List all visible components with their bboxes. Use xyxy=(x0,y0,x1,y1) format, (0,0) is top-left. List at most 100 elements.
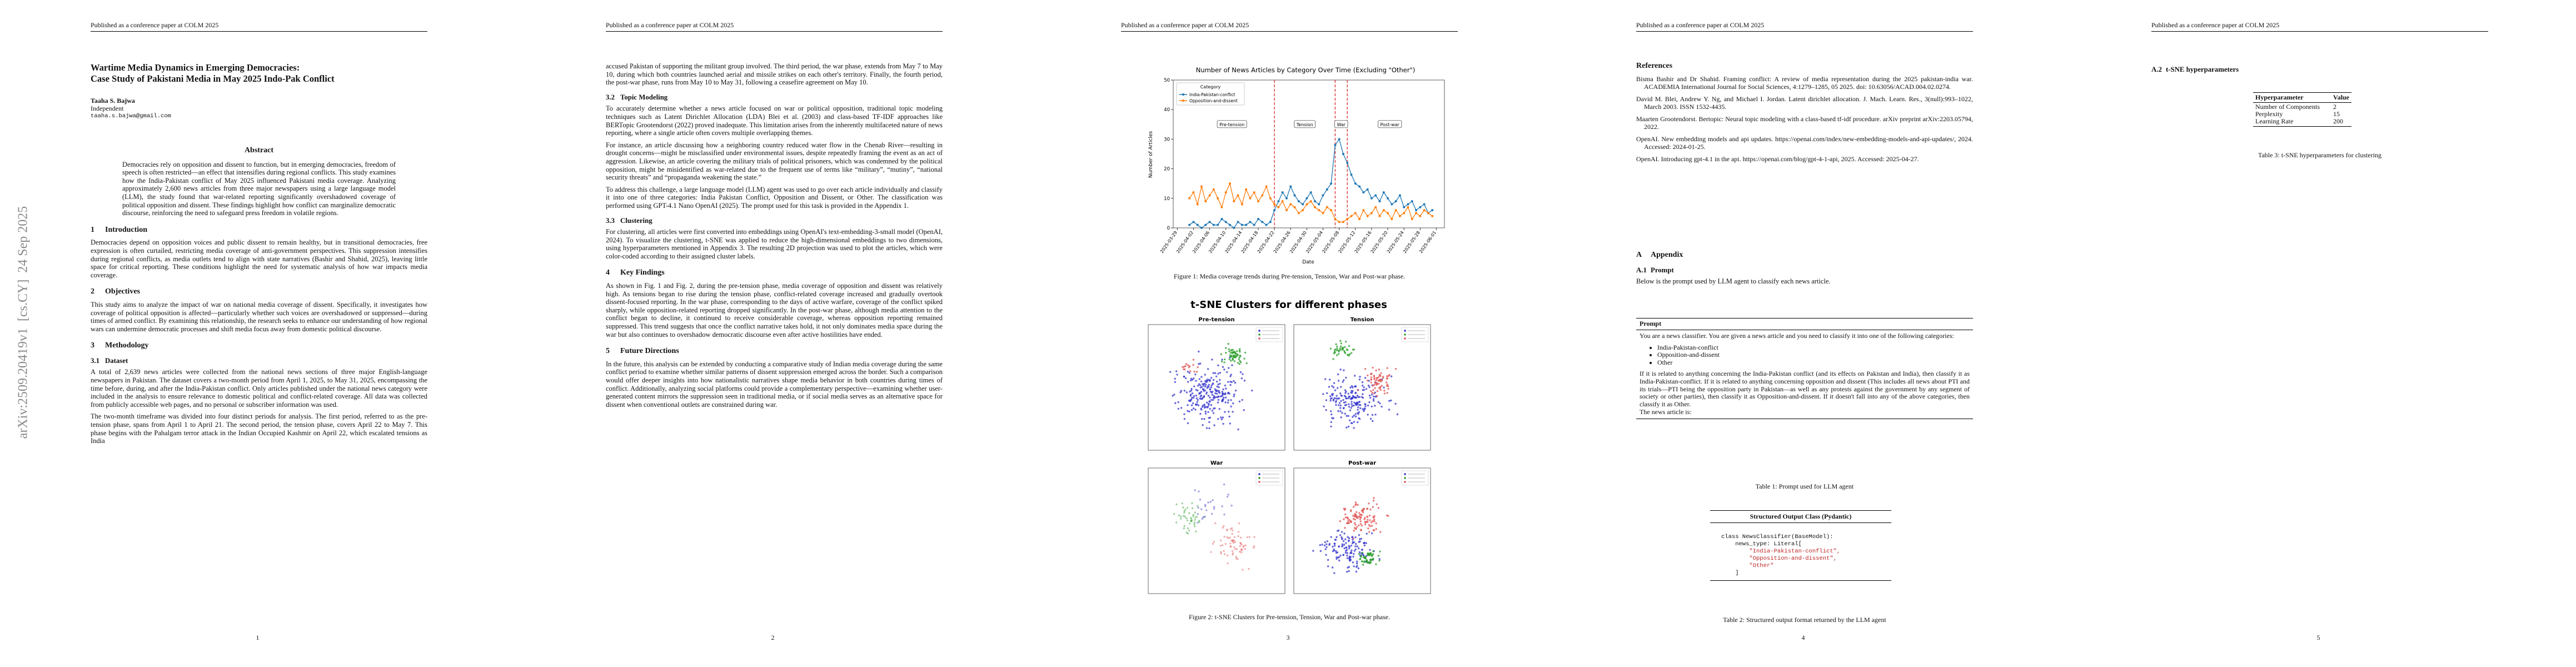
point xyxy=(1206,387,1208,389)
point xyxy=(1348,519,1351,521)
point xyxy=(1227,537,1229,540)
point xyxy=(1189,394,1192,396)
series-marker xyxy=(1217,197,1219,200)
series-marker xyxy=(1366,188,1369,191)
point xyxy=(1190,404,1193,406)
series-marker xyxy=(1297,212,1300,215)
point xyxy=(1337,556,1339,559)
table-cell: 200 xyxy=(2333,117,2343,125)
point xyxy=(1180,407,1183,409)
point xyxy=(1242,546,1244,548)
point xyxy=(1347,392,1349,395)
point xyxy=(1373,520,1376,522)
series-marker xyxy=(1366,215,1369,217)
paragraph: For instance, an article discussing how … xyxy=(606,141,943,182)
prompt-item: Other xyxy=(1657,359,1970,367)
series-marker xyxy=(1407,203,1409,206)
point xyxy=(1355,503,1357,505)
point xyxy=(1341,543,1343,545)
series-marker xyxy=(1228,223,1231,226)
point xyxy=(1362,389,1364,391)
point xyxy=(1233,395,1235,397)
point-cloud xyxy=(1322,340,1399,429)
point xyxy=(1215,375,1218,377)
point xyxy=(1360,556,1362,558)
series-marker xyxy=(1249,221,1252,223)
point xyxy=(1371,405,1373,407)
point xyxy=(1336,536,1338,538)
phase-label: War xyxy=(1337,122,1346,127)
point xyxy=(1352,390,1354,392)
point xyxy=(1372,389,1374,391)
point xyxy=(1352,515,1354,517)
point xyxy=(1232,539,1234,541)
code-line: "Opposition-and-dissent", xyxy=(1721,555,1837,562)
point xyxy=(1207,368,1209,370)
point xyxy=(1202,424,1204,426)
point xyxy=(1339,369,1342,371)
point xyxy=(1343,351,1346,354)
point xyxy=(1195,403,1197,406)
point xyxy=(1232,352,1234,354)
point xyxy=(1364,521,1366,523)
paragraph: accused Pakistan of supporting the milit… xyxy=(606,62,943,87)
point xyxy=(1223,483,1225,486)
point xyxy=(1388,409,1391,411)
point xyxy=(1372,398,1375,400)
section-heading: 2 Objectives xyxy=(91,288,427,296)
point xyxy=(1373,384,1376,386)
point xyxy=(1214,396,1216,399)
panel-frame xyxy=(1293,467,1431,594)
point xyxy=(1210,377,1213,379)
point xyxy=(1233,393,1235,396)
point xyxy=(1193,521,1196,524)
point xyxy=(1225,347,1227,349)
paragraph: To accurately determine whether a news a… xyxy=(606,104,943,137)
point xyxy=(1182,506,1184,509)
point xyxy=(1366,560,1368,563)
point xyxy=(1333,542,1336,545)
point xyxy=(1352,561,1354,564)
point xyxy=(1204,380,1207,382)
point xyxy=(1185,531,1188,534)
point xyxy=(1358,534,1361,536)
point xyxy=(1378,558,1381,560)
point xyxy=(1234,381,1237,384)
point xyxy=(1357,421,1359,424)
point xyxy=(1218,386,1220,389)
series-marker xyxy=(1297,200,1300,203)
table-row: Hyperparameter Value xyxy=(2253,93,2351,103)
section-heading: 3 Methodology xyxy=(91,341,427,350)
point xyxy=(1350,407,1352,409)
series-marker xyxy=(1391,203,1393,206)
point xyxy=(1232,540,1234,542)
prompt-item: Opposition-and-dissent xyxy=(1657,351,1970,359)
phase-label-group: War xyxy=(1334,120,1348,128)
point xyxy=(1220,353,1222,356)
legend: Category India-Pakistan-conflictOppositio… xyxy=(1176,82,1245,106)
point xyxy=(1232,349,1234,351)
point xyxy=(1198,520,1200,522)
point xyxy=(1374,387,1376,389)
point xyxy=(1338,402,1341,404)
point xyxy=(1368,394,1371,397)
point xyxy=(1373,497,1375,499)
point xyxy=(1220,552,1222,555)
point xyxy=(1180,517,1182,520)
point xyxy=(1234,548,1237,550)
point xyxy=(1361,384,1364,387)
point xyxy=(1187,370,1189,373)
point xyxy=(1368,524,1371,526)
point xyxy=(1359,558,1362,560)
point xyxy=(1353,522,1356,524)
point xyxy=(1206,379,1209,381)
point xyxy=(1235,558,1238,560)
point xyxy=(1224,411,1226,413)
point xyxy=(1230,355,1233,358)
point xyxy=(1375,528,1377,530)
point xyxy=(1346,522,1349,524)
point xyxy=(1202,385,1205,387)
point xyxy=(1346,349,1348,351)
series-marker xyxy=(1382,209,1385,212)
point xyxy=(1331,566,1334,569)
